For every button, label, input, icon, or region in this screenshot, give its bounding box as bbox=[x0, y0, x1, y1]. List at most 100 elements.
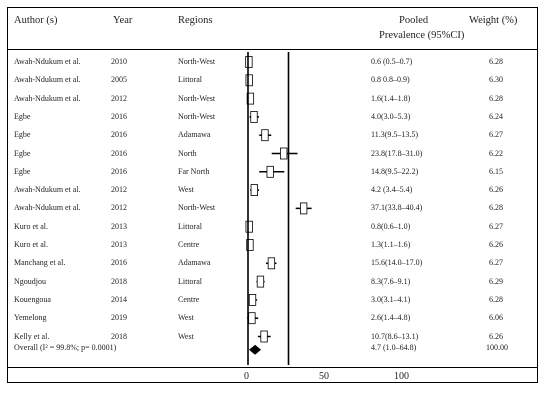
study-region: North-West bbox=[178, 111, 216, 121]
study-year: 2010 bbox=[111, 57, 127, 66]
overall-ci: 4.7 (1.0–64.8) bbox=[371, 342, 417, 352]
study-ci: 14.8(9.5–22.2) bbox=[371, 166, 419, 176]
study-author: Kuro et al. bbox=[14, 240, 48, 249]
study-author: Egbe bbox=[14, 130, 31, 140]
study-box bbox=[266, 165, 274, 178]
study-weight: 6.28 bbox=[489, 57, 503, 66]
study-year: 2013 bbox=[111, 240, 127, 249]
overall-weight: 100.00 bbox=[486, 342, 508, 352]
study-author: Awah-Ndukum et al. bbox=[14, 75, 81, 85]
study-region: Adamawa bbox=[178, 258, 211, 268]
study-ci: 15.6(14.0–17.0) bbox=[371, 258, 423, 268]
study-weight: 6.29 bbox=[489, 276, 503, 286]
study-region: Centre bbox=[178, 240, 200, 249]
study-region: Littoral bbox=[178, 276, 202, 286]
study-author: Awah-Ndukum et al. bbox=[14, 185, 81, 195]
study-author: Yemelong bbox=[14, 313, 47, 323]
study-region: West bbox=[178, 185, 194, 195]
study-year: 2018 bbox=[111, 276, 127, 286]
header-author: Author (s) bbox=[14, 15, 58, 26]
header-divider bbox=[8, 49, 537, 50]
header-year: Year bbox=[113, 15, 133, 26]
study-region: West bbox=[178, 313, 194, 323]
overall-diamond bbox=[249, 344, 262, 355]
study-author: Kouengoua bbox=[14, 294, 51, 304]
study-weight: 6.27 bbox=[489, 258, 503, 268]
header-regions: Regions bbox=[178, 15, 213, 26]
study-region: Centre bbox=[178, 294, 200, 304]
study-year: 2005 bbox=[111, 75, 127, 85]
study-box bbox=[261, 129, 269, 142]
study-author: Awah-Ndukum et al. bbox=[14, 93, 81, 103]
study-ci: 4.2 (3.4–5.4) bbox=[371, 185, 413, 195]
study-box bbox=[245, 220, 253, 233]
study-box bbox=[267, 257, 276, 270]
study-box bbox=[256, 275, 265, 288]
study-weight: 6.27 bbox=[489, 221, 503, 231]
study-region: Littoral bbox=[178, 75, 202, 85]
study-author: Kuro et al. bbox=[14, 221, 48, 231]
study-author: Egbe bbox=[14, 111, 31, 121]
study-ci: 3.0(3.1–4.1) bbox=[371, 294, 411, 304]
x-tick-label: 0 bbox=[244, 371, 249, 382]
study-region: North-West bbox=[178, 57, 216, 66]
study-author: Manchang et al. bbox=[14, 258, 66, 268]
study-region: North-West bbox=[178, 93, 216, 103]
study-box bbox=[250, 184, 258, 197]
study-region: Far North bbox=[178, 166, 210, 176]
study-weight: 6.15 bbox=[489, 166, 503, 176]
study-ci: 0.6 (0.5–0.7) bbox=[371, 57, 413, 66]
forest-plot-graphic bbox=[245, 52, 312, 365]
study-weight: 6.27 bbox=[489, 130, 503, 140]
forest-plot-frame: Author (s) Year Regions Pooled Prevalenc… bbox=[7, 7, 538, 383]
x-tick-label: 50 bbox=[319, 371, 329, 382]
study-weight: 6.28 bbox=[489, 203, 503, 213]
study-weight: 6.28 bbox=[489, 93, 503, 103]
study-year: 2013 bbox=[111, 221, 127, 231]
study-author: Egbe bbox=[14, 148, 31, 158]
study-year: 2016 bbox=[111, 111, 127, 121]
study-weight: 6.26 bbox=[489, 331, 503, 341]
study-ci: 8.3(7.6–9.1) bbox=[371, 276, 411, 286]
study-weight: 6.24 bbox=[489, 111, 503, 121]
study-year: 2012 bbox=[111, 203, 127, 213]
study-region: West bbox=[178, 331, 194, 341]
study-year: 2018 bbox=[111, 331, 127, 341]
study-weight: 6.26 bbox=[489, 240, 503, 249]
overall-label: Overall (I² = 99.8%; p= 0.0001) bbox=[14, 342, 117, 352]
study-box bbox=[245, 74, 253, 87]
study-author: Ngoudjou bbox=[14, 276, 46, 286]
study-ci: 1.6(1.4–1.8) bbox=[371, 93, 411, 103]
footer-divider bbox=[8, 367, 537, 368]
study-year: 2016 bbox=[111, 166, 127, 176]
study-author: Egbe bbox=[14, 166, 31, 176]
study-box bbox=[248, 293, 257, 306]
study-region: North bbox=[178, 148, 197, 158]
study-box bbox=[250, 111, 258, 123]
study-weight: 6.26 bbox=[489, 185, 503, 195]
study-region: Adamawa bbox=[178, 130, 211, 140]
study-weight: 6.30 bbox=[489, 75, 503, 85]
study-year: 2016 bbox=[111, 258, 127, 268]
header-weight: Weight (%) bbox=[469, 15, 518, 26]
study-box bbox=[246, 92, 255, 105]
study-region: North-West bbox=[178, 203, 216, 213]
study-region: Littoral bbox=[178, 221, 202, 231]
study-year: 2019 bbox=[111, 313, 127, 323]
study-year: 2012 bbox=[111, 93, 127, 103]
study-weight: 6.22 bbox=[489, 148, 503, 158]
study-ci: 11.3(9.5–13.5) bbox=[371, 130, 419, 140]
study-ci: 0.8(0.6–1.0) bbox=[371, 221, 411, 231]
study-weight: 6.28 bbox=[489, 294, 503, 304]
study-weight: 6.06 bbox=[489, 313, 503, 323]
study-ci: 4.0(3.0–5.3) bbox=[371, 111, 411, 121]
study-ci: 2.6(1.4–4.8) bbox=[371, 313, 411, 323]
header-pooled: Pooled bbox=[399, 15, 429, 26]
study-year: 2012 bbox=[111, 185, 127, 195]
study-box bbox=[299, 202, 308, 215]
study-ci: 1.3(1.1–1.6) bbox=[371, 240, 411, 249]
study-ci: 37.1(33.8–40.4) bbox=[371, 203, 423, 213]
study-box bbox=[260, 330, 268, 343]
study-author: Kelly et al. bbox=[14, 331, 50, 341]
study-year: 2016 bbox=[111, 148, 127, 158]
